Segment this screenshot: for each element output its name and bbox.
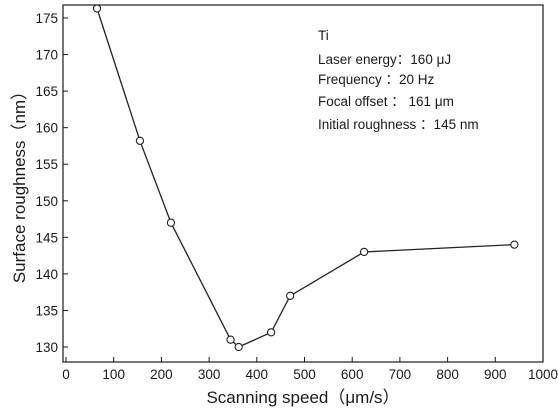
annotation-material: Ti — [318, 28, 329, 43]
y-tick-label: 165 — [35, 84, 58, 99]
annotation-focal-offset: Focal offset ： 161 μm — [318, 94, 454, 109]
data-point — [226, 335, 235, 344]
plot-frame — [62, 4, 544, 363]
series-line — [96, 8, 515, 348]
y-axis: 130 135 140 145 150 155 160 165 170 175 — [35, 11, 68, 355]
data-point — [234, 342, 243, 352]
y-tick-label: 150 — [35, 194, 58, 209]
x-tick-label: 100 — [102, 367, 125, 382]
x-tick-label: 400 — [246, 367, 269, 382]
data-point — [286, 291, 295, 300]
y-tick-label: 140 — [35, 267, 58, 282]
y-tick-label: 155 — [35, 157, 58, 172]
data-point — [266, 328, 276, 337]
x-tick-label: 900 — [484, 367, 507, 382]
y-tick-label: 145 — [35, 230, 58, 245]
x-tick-label: 200 — [150, 367, 173, 382]
y-tick-label: 160 — [35, 121, 58, 136]
data-point — [510, 240, 519, 249]
annotation-initial-roughness: Initial roughness ：145 nm — [318, 117, 479, 132]
data-point — [359, 247, 369, 257]
y-tick-label: 170 — [35, 48, 58, 63]
y-axis-title: Surface roughness（nm） — [10, 83, 29, 283]
data-point — [92, 4, 102, 13]
x-tick-label: 700 — [389, 367, 412, 382]
data-point — [135, 136, 145, 145]
annotation-laser-energy: Laser energy：160 μJ — [318, 52, 451, 67]
annotation-box: Ti Laser energy：160 μJ Frequency ：20 Hz … — [318, 28, 479, 132]
x-axis: 0 100 200 300 400 500 600 700 800 900 1000 — [62, 357, 558, 382]
x-axis-title: Scanning speed（μm/s） — [206, 388, 399, 407]
x-tick-label: 600 — [341, 367, 364, 382]
data-point — [166, 218, 176, 227]
x-tick-label: 0 — [62, 367, 70, 382]
y-tick-label: 130 — [35, 340, 58, 355]
y-tick-label: 135 — [35, 303, 58, 318]
y-tick-label: 175 — [35, 11, 58, 26]
x-tick-label: 1000 — [528, 367, 558, 382]
x-tick-label: 500 — [293, 367, 316, 382]
x-tick-label: 800 — [436, 367, 459, 382]
annotation-frequency: Frequency ：20 Hz — [318, 72, 435, 87]
series-layer — [92, 4, 519, 352]
x-tick-label: 300 — [198, 367, 221, 382]
